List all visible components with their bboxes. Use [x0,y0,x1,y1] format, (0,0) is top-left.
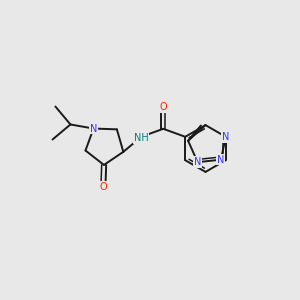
Text: N: N [194,157,201,167]
Text: NH: NH [134,133,148,143]
Text: O: O [99,182,107,192]
Text: N: N [90,124,97,134]
Text: N: N [217,155,225,165]
Text: O: O [159,102,167,112]
Text: N: N [222,132,230,142]
